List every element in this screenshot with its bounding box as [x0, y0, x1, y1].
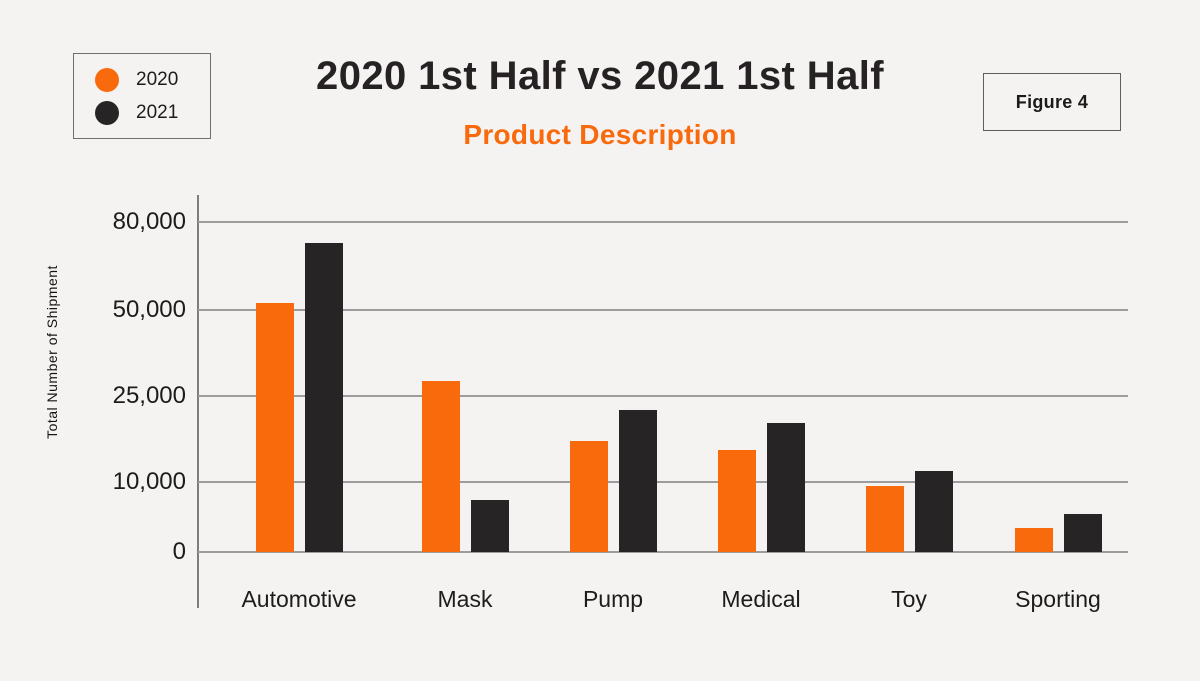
- bar-2021-pump: [618, 410, 657, 552]
- legend-item-2020: 2020: [95, 67, 210, 92]
- bar-2020-pump: [569, 440, 608, 552]
- gridline-50000: [198, 309, 1128, 311]
- bar-2021-mask: [470, 499, 509, 552]
- y-tick-label-25000: 25,000: [112, 382, 186, 409]
- x-category-label-sporting: Sporting: [1015, 586, 1101, 612]
- bar-2020-sporting: [1014, 528, 1053, 552]
- bar-2021-medical: [766, 422, 805, 552]
- figure-label: Figure 4: [1015, 91, 1089, 112]
- legend-label: 2020: [136, 68, 179, 90]
- chart-subtitle: Product Description: [463, 119, 737, 150]
- legend-dot-2021: [95, 100, 119, 125]
- x-category-label-medical: Medical: [721, 586, 801, 612]
- legend-item-2021: 2021: [95, 100, 210, 125]
- gridline-25000: [198, 395, 1128, 397]
- bar-2021-automotive: [304, 242, 343, 552]
- chart-legend: 2020 2021: [73, 53, 211, 139]
- y-axis-line: [197, 195, 199, 608]
- legend-label: 2021: [136, 101, 179, 123]
- bar-2021-toy: [914, 470, 953, 552]
- gridline-0: [198, 551, 1128, 553]
- y-tick-label-50000: 50,000: [112, 296, 186, 323]
- y-axis-title: Total Number of Shipment: [44, 265, 60, 439]
- legend-dot-2020: [95, 67, 119, 92]
- bar-2020-toy: [865, 486, 904, 552]
- bar-2020-medical: [717, 450, 756, 552]
- bar-2020-mask: [421, 380, 460, 552]
- y-tick-label-0: 0: [172, 538, 186, 565]
- x-category-label-mask: Mask: [437, 586, 493, 612]
- gridline-10000: [198, 481, 1128, 483]
- chart-title: 2020 1st Half vs 2021 1st Half: [316, 54, 884, 98]
- y-tick-label-80000: 80,000: [112, 208, 186, 235]
- bar-2021-sporting: [1063, 514, 1102, 552]
- bar-2020-automotive: [255, 302, 294, 552]
- x-category-label-pump: Pump: [582, 586, 644, 612]
- y-tick-label-10000: 10,000: [112, 468, 186, 495]
- x-category-label-automotive: Automotive: [241, 586, 357, 612]
- x-category-label-toy: Toy: [891, 586, 927, 612]
- gridline-80000: [198, 221, 1128, 223]
- figure-badge: Figure 4: [983, 73, 1121, 131]
